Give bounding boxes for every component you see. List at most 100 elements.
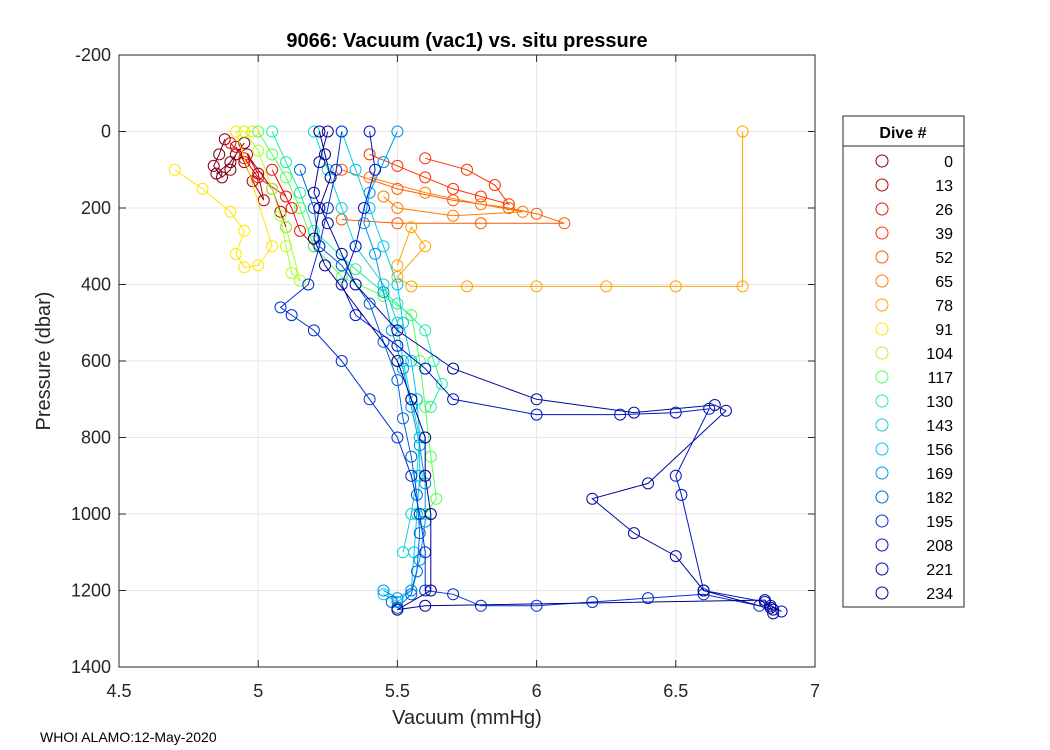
legend-label: 104 bbox=[926, 346, 953, 363]
data-point bbox=[397, 412, 409, 425]
data-point bbox=[285, 309, 298, 322]
data-point bbox=[719, 404, 732, 417]
data-point bbox=[697, 584, 710, 597]
data-point bbox=[628, 406, 640, 419]
data-point bbox=[363, 125, 376, 138]
data-point bbox=[530, 207, 543, 220]
data-point bbox=[614, 408, 627, 421]
data-point bbox=[349, 309, 362, 322]
data-point bbox=[488, 179, 501, 191]
legend-label: 208 bbox=[926, 538, 953, 555]
data-point bbox=[424, 584, 437, 597]
legend-entry-13: 13 bbox=[875, 178, 953, 195]
legend-label: 195 bbox=[926, 514, 953, 531]
data-point bbox=[405, 584, 418, 597]
data-point bbox=[257, 194, 270, 207]
data-point bbox=[252, 171, 265, 184]
data-point bbox=[280, 190, 292, 203]
data-point bbox=[669, 406, 682, 419]
data-point bbox=[335, 278, 348, 291]
data-point bbox=[767, 607, 780, 620]
data-point bbox=[424, 508, 437, 520]
data-point bbox=[224, 156, 237, 169]
legend-entry-52: 52 bbox=[875, 250, 953, 267]
data-point bbox=[349, 278, 362, 291]
series-dive-0 bbox=[207, 133, 251, 184]
data-point bbox=[294, 163, 306, 176]
data-point bbox=[419, 152, 432, 165]
data-point bbox=[363, 297, 376, 310]
legend-entry-0: 0 bbox=[875, 154, 953, 171]
data-point bbox=[391, 125, 404, 138]
series-line bbox=[243, 131, 301, 283]
data-point bbox=[252, 167, 265, 180]
data-point bbox=[266, 240, 279, 253]
data-point bbox=[313, 156, 326, 169]
data-point bbox=[405, 221, 418, 234]
data-point bbox=[369, 247, 382, 260]
series-line bbox=[257, 131, 437, 515]
data-point bbox=[530, 599, 543, 612]
series-dive-234 bbox=[307, 125, 780, 620]
data-point bbox=[586, 492, 599, 505]
data-point bbox=[474, 217, 487, 230]
series-line bbox=[299, 169, 421, 609]
data-point bbox=[335, 202, 348, 214]
y-tick-label: 1400 bbox=[71, 657, 111, 677]
data-point bbox=[669, 280, 682, 293]
data-point bbox=[285, 267, 298, 279]
data-point bbox=[335, 125, 348, 138]
data-point bbox=[313, 202, 326, 214]
data-point bbox=[391, 202, 404, 214]
data-point bbox=[391, 355, 404, 367]
legend-label: 65 bbox=[935, 274, 953, 291]
data-point bbox=[377, 335, 390, 348]
data-point bbox=[586, 596, 599, 608]
legend-label: 13 bbox=[935, 178, 953, 195]
data-point bbox=[435, 377, 448, 390]
legend-entry-208: 208 bbox=[875, 538, 953, 555]
data-point bbox=[474, 599, 487, 612]
data-point bbox=[405, 469, 418, 482]
legend-label: 39 bbox=[935, 226, 953, 243]
legend-marker bbox=[875, 322, 889, 336]
data-point bbox=[358, 202, 370, 214]
y-tick-label: 0 bbox=[101, 122, 111, 142]
data-point bbox=[410, 565, 423, 578]
data-point bbox=[319, 148, 331, 161]
data-point bbox=[369, 163, 382, 176]
x-tick-label: 6 bbox=[532, 681, 542, 701]
legend-entry-117: 117 bbox=[875, 370, 953, 387]
data-point bbox=[669, 469, 682, 482]
data-point bbox=[474, 198, 487, 211]
data-point bbox=[767, 603, 780, 616]
legend-entry-156: 156 bbox=[875, 442, 953, 459]
data-point bbox=[474, 190, 487, 203]
data-point bbox=[600, 280, 613, 293]
data-point bbox=[294, 274, 306, 287]
legend-label: 52 bbox=[935, 250, 953, 267]
data-point bbox=[419, 240, 432, 253]
data-point bbox=[335, 247, 348, 260]
data-point bbox=[391, 374, 404, 387]
series-dive-91 bbox=[168, 125, 279, 274]
legend-entry-91: 91 bbox=[875, 322, 953, 339]
legend-label: 130 bbox=[926, 394, 953, 411]
data-point bbox=[363, 148, 376, 161]
legend-marker bbox=[875, 274, 889, 288]
data-point bbox=[642, 592, 654, 605]
data-point bbox=[447, 393, 460, 406]
data-point bbox=[377, 190, 390, 203]
data-point bbox=[530, 393, 543, 406]
x-tick-label: 4.5 bbox=[106, 681, 131, 701]
legend-marker bbox=[875, 202, 889, 216]
data-point bbox=[210, 167, 223, 180]
legend-marker bbox=[875, 514, 889, 528]
data-point bbox=[405, 450, 418, 463]
y-tick-label: -200 bbox=[75, 45, 111, 65]
data-point bbox=[280, 240, 292, 253]
legend-label: 0 bbox=[944, 154, 953, 171]
data-point bbox=[302, 278, 315, 291]
data-point bbox=[321, 217, 334, 230]
legend-marker bbox=[875, 442, 889, 456]
